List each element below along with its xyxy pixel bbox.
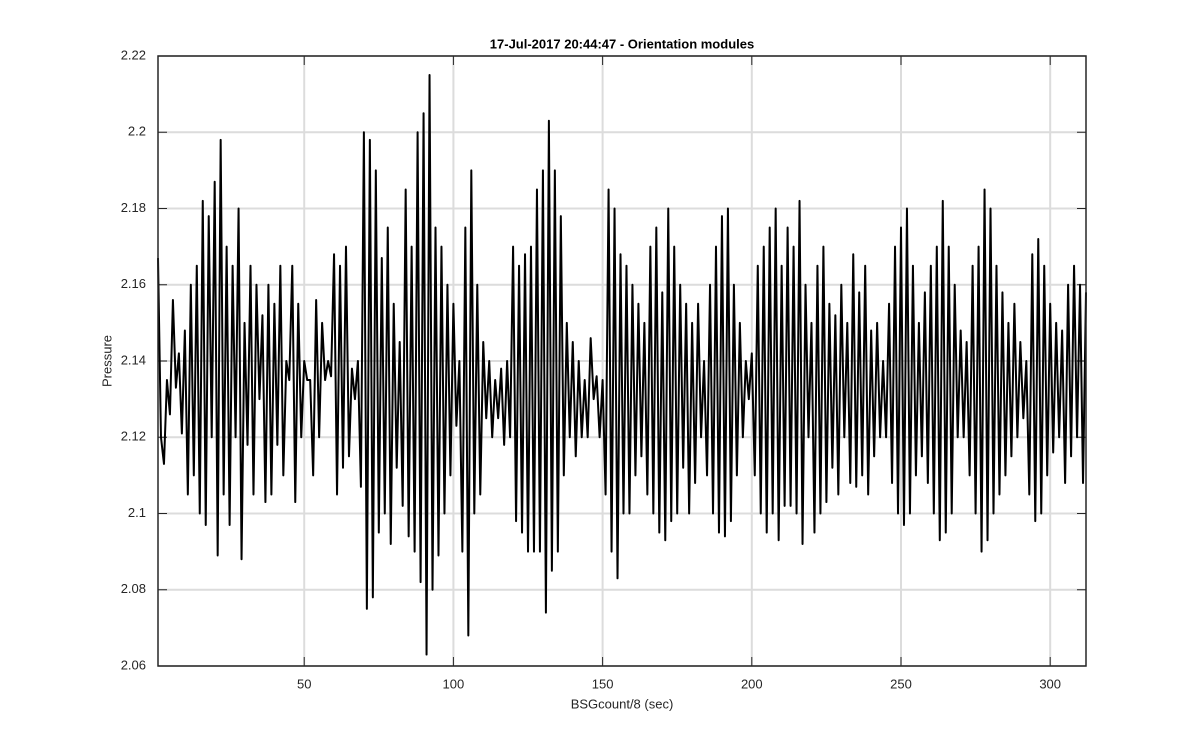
x-tick-label: 100 <box>443 676 465 691</box>
y-tick-label: 2.06 <box>121 657 146 672</box>
y-tick-label: 2.14 <box>121 352 146 367</box>
x-tick-label: 300 <box>1039 676 1061 691</box>
y-tick-label: 2.1 <box>128 505 146 520</box>
data-line <box>157 74 1087 656</box>
y-tick-label: 2.22 <box>121 47 146 62</box>
x-tick-label: 150 <box>592 676 614 691</box>
y-axis-label: Pressure <box>99 335 114 387</box>
x-tick-label: 250 <box>890 676 912 691</box>
x-tick-label: 50 <box>297 676 311 691</box>
axes-box <box>157 55 1087 667</box>
y-tick-label: 2.2 <box>128 124 146 139</box>
chart-title: 17-Jul-2017 20:44:47 - Orientation modul… <box>490 36 754 51</box>
y-tick-label: 2.18 <box>121 200 146 215</box>
y-tick-label: 2.12 <box>121 429 146 444</box>
y-tick-label: 2.08 <box>121 581 146 596</box>
x-tick-label: 200 <box>741 676 763 691</box>
y-tick-label: 2.16 <box>121 276 146 291</box>
x-axis-label: BSGcount/8 (sec) <box>571 696 674 711</box>
